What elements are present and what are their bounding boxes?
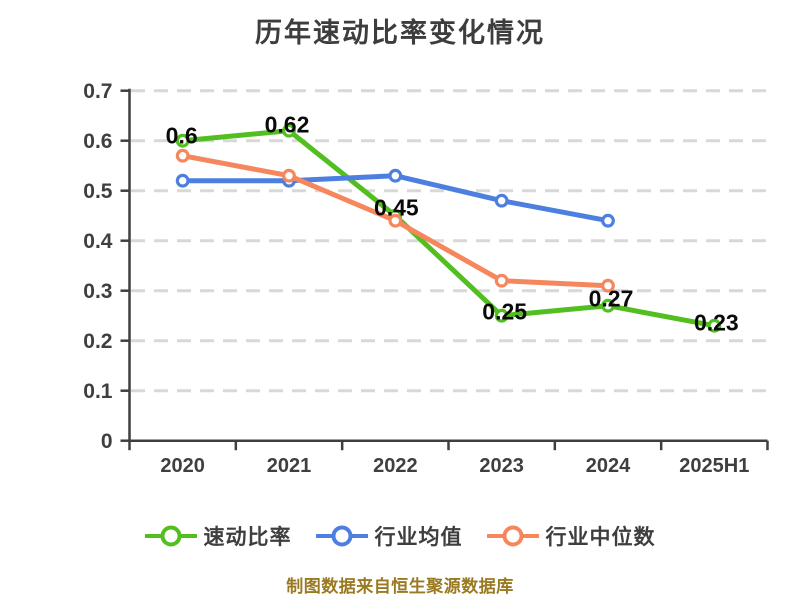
data-point-marker bbox=[707, 318, 722, 333]
data-point-marker bbox=[601, 278, 615, 293]
y-tick-label: 0.4 bbox=[83, 230, 113, 253]
legend-label-industry-median: 行业中位数 bbox=[545, 526, 656, 549]
data-point-marker bbox=[175, 148, 190, 163]
y-tick-label: 0.3 bbox=[83, 280, 112, 303]
chart-title: 历年速动比率变化情况 bbox=[255, 18, 545, 48]
data-value-label: 0.6 bbox=[166, 123, 198, 149]
data-value-label: 0.62 bbox=[265, 112, 310, 138]
legend-item-industry-mean[interactable]: 行业均值 bbox=[315, 521, 463, 551]
data-point-marker bbox=[601, 213, 615, 228]
legend-marker-green-icon bbox=[144, 525, 197, 547]
y-tick-label: 0.1 bbox=[83, 380, 113, 403]
data-point-marker bbox=[388, 168, 403, 183]
y-tick-label: 0.2 bbox=[83, 330, 112, 353]
data-point-marker bbox=[494, 193, 509, 208]
legend-item-industry-median[interactable]: 行业中位数 bbox=[486, 521, 656, 551]
data-value-label: 0.25 bbox=[482, 299, 527, 325]
series-行业中位数 bbox=[175, 148, 615, 293]
x-tick-label: 2021 bbox=[267, 455, 312, 477]
data-point-marker bbox=[601, 298, 615, 313]
data-point-marker bbox=[494, 273, 509, 288]
legend-label-industry-mean: 行业均值 bbox=[374, 526, 463, 549]
axes bbox=[120, 88, 769, 451]
data-value-label: 0.23 bbox=[694, 310, 739, 336]
data-value-labels: 0.6 0.62 0.45 0.25 0.27 0.23 bbox=[166, 112, 739, 336]
x-tick-label: 2020 bbox=[160, 455, 205, 477]
series-速动比率 bbox=[175, 123, 722, 333]
x-axis-tick-labels: 2020 2021 2022 2023 2024 2025H1 bbox=[160, 455, 749, 477]
data-source-note: 制图数据来自恒生聚源数据库 bbox=[286, 577, 514, 596]
legend-marker-blue-icon bbox=[315, 525, 368, 547]
data-point-marker bbox=[494, 308, 509, 323]
x-tick-label: 2024 bbox=[586, 455, 631, 477]
legend-item-quick-ratio[interactable]: 速动比率 bbox=[144, 521, 292, 551]
x-tick-label: 2023 bbox=[479, 455, 524, 477]
x-tick-label: 2022 bbox=[373, 455, 418, 477]
y-tick-label: 0.7 bbox=[83, 80, 112, 103]
y-axis-tick-labels: 0 0.1 0.2 0.3 0.4 0.5 0.6 0.7 bbox=[83, 80, 113, 453]
legend-label-quick-ratio: 速动比率 bbox=[203, 526, 292, 549]
data-value-label: 0.45 bbox=[374, 195, 419, 221]
data-point-marker bbox=[388, 213, 403, 228]
data-point-marker bbox=[175, 133, 190, 148]
y-tick-label: 0 bbox=[101, 430, 113, 453]
data-value-label: 0.27 bbox=[589, 286, 634, 312]
x-tick-label: 2025H1 bbox=[679, 455, 749, 477]
y-tick-label: 0.5 bbox=[83, 180, 113, 203]
data-point-marker bbox=[175, 173, 190, 188]
data-point-marker bbox=[282, 123, 296, 138]
data-point-marker bbox=[282, 168, 296, 183]
legend-marker-orange-icon bbox=[486, 525, 539, 547]
chart-legend: 速动比率 行业均值 行业中位数 bbox=[0, 521, 800, 551]
y-tick-label: 0.6 bbox=[83, 130, 112, 153]
gridlines bbox=[131, 89, 770, 393]
